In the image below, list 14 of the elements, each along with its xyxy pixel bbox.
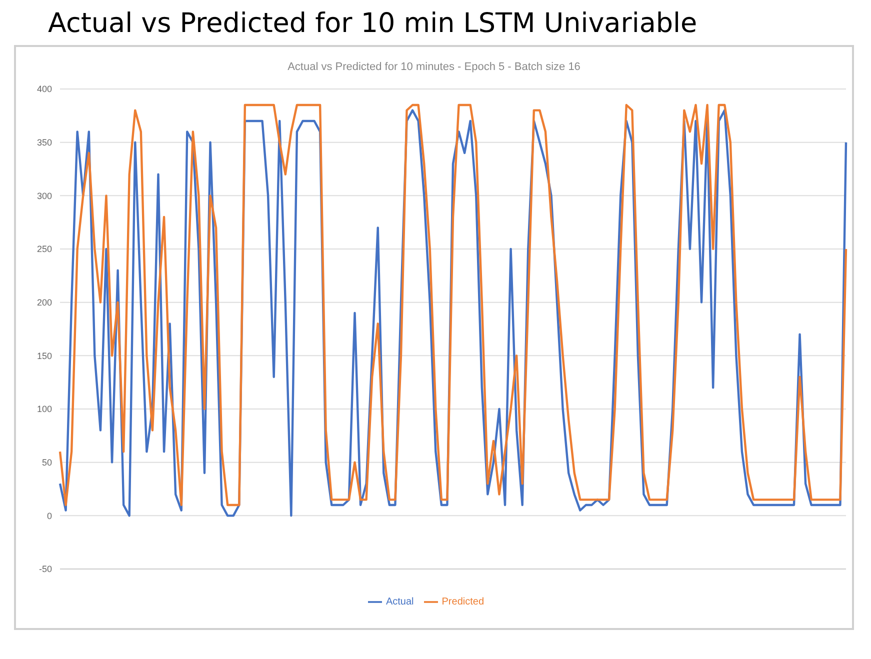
y-tick-label: -50 [38,564,52,574]
chart-subtitle: Actual vs Predicted for 10 minutes - Epoch 5 - Batch size 16 [286,61,582,73]
y-tick-label: 350 [36,138,52,148]
y-tick-label: 100 [36,404,52,414]
y-tick-label: 50 [42,458,52,468]
y-tick-label: 0 [46,510,52,521]
legend-label: Actual [386,596,414,608]
y-tick-label: 250 [36,244,52,254]
chart-title: Actual vs Predicted for 10 min LSTM Univariable [48,8,698,39]
y-tick-label: 400 [36,84,52,94]
y-tick-label: 200 [36,298,52,308]
y-tick-label: 300 [36,190,52,201]
y-tick-label: 150 [36,350,52,361]
legend-label: Predicted [442,596,484,608]
